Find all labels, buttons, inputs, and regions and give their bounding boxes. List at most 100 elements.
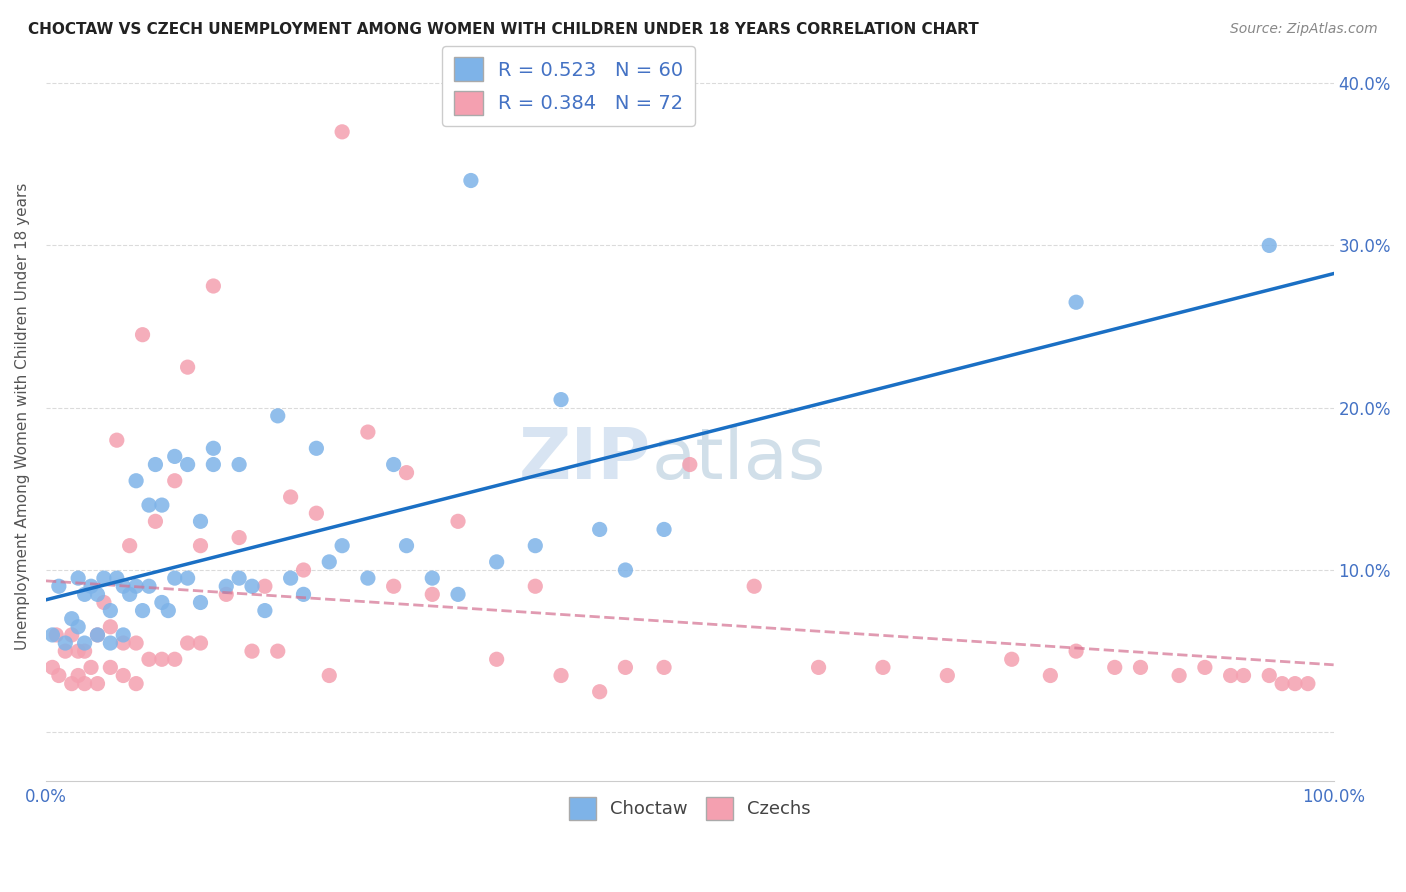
Point xyxy=(742,579,765,593)
Point xyxy=(330,125,353,139)
Point xyxy=(112,636,135,650)
Point xyxy=(202,458,225,472)
Point xyxy=(60,676,83,690)
Point xyxy=(1232,668,1254,682)
Point xyxy=(420,587,443,601)
Point xyxy=(382,458,405,472)
Point xyxy=(145,458,167,472)
Point xyxy=(48,579,70,593)
Point xyxy=(105,571,128,585)
Point xyxy=(176,458,198,472)
Point xyxy=(447,514,470,528)
Point xyxy=(112,579,135,593)
Point xyxy=(73,636,96,650)
Point xyxy=(357,425,380,439)
Point xyxy=(41,628,63,642)
Point xyxy=(163,474,186,488)
Point xyxy=(228,531,250,545)
Point xyxy=(86,587,108,601)
Point xyxy=(163,571,186,585)
Point xyxy=(125,579,148,593)
Point xyxy=(524,579,547,593)
Point xyxy=(228,571,250,585)
Point xyxy=(86,628,108,642)
Point xyxy=(118,539,141,553)
Legend: Choctaw, Czechs: Choctaw, Czechs xyxy=(561,790,818,827)
Point xyxy=(73,644,96,658)
Point xyxy=(228,458,250,472)
Point xyxy=(73,587,96,601)
Point xyxy=(318,555,340,569)
Point xyxy=(382,579,405,593)
Point xyxy=(872,660,894,674)
Point xyxy=(176,360,198,375)
Point xyxy=(679,458,702,472)
Point xyxy=(395,466,418,480)
Point xyxy=(163,652,186,666)
Point xyxy=(190,514,212,528)
Point xyxy=(202,279,225,293)
Point xyxy=(1064,644,1087,658)
Y-axis label: Unemployment Among Women with Children Under 18 years: Unemployment Among Women with Children U… xyxy=(15,182,30,649)
Point xyxy=(112,628,135,642)
Point xyxy=(150,652,173,666)
Point xyxy=(1284,676,1306,690)
Point xyxy=(253,579,276,593)
Point xyxy=(86,628,108,642)
Point xyxy=(485,555,508,569)
Point xyxy=(190,595,212,609)
Point xyxy=(215,587,238,601)
Point xyxy=(936,668,959,682)
Point xyxy=(138,498,160,512)
Point xyxy=(60,612,83,626)
Point xyxy=(125,636,148,650)
Point xyxy=(138,652,160,666)
Point xyxy=(1258,668,1281,682)
Point xyxy=(163,450,186,464)
Point xyxy=(240,644,263,658)
Point xyxy=(60,628,83,642)
Point xyxy=(98,660,121,674)
Point xyxy=(420,571,443,585)
Point xyxy=(150,595,173,609)
Point xyxy=(118,587,141,601)
Point xyxy=(73,676,96,690)
Point xyxy=(98,636,121,650)
Point xyxy=(1296,676,1319,690)
Point xyxy=(652,523,675,537)
Point xyxy=(131,604,153,618)
Point xyxy=(67,571,90,585)
Point xyxy=(1001,652,1024,666)
Point xyxy=(112,668,135,682)
Point xyxy=(80,660,103,674)
Text: CHOCTAW VS CZECH UNEMPLOYMENT AMONG WOMEN WITH CHILDREN UNDER 18 YEARS CORRELATI: CHOCTAW VS CZECH UNEMPLOYMENT AMONG WOME… xyxy=(28,22,979,37)
Point xyxy=(125,474,148,488)
Point xyxy=(305,442,328,456)
Point xyxy=(1194,660,1216,674)
Point xyxy=(267,644,290,658)
Point xyxy=(1039,668,1062,682)
Point xyxy=(93,571,115,585)
Point xyxy=(550,392,572,407)
Point xyxy=(240,579,263,593)
Text: ZIP: ZIP xyxy=(519,425,651,494)
Point xyxy=(98,620,121,634)
Point xyxy=(395,539,418,553)
Point xyxy=(53,644,76,658)
Point xyxy=(67,668,90,682)
Point xyxy=(1219,668,1241,682)
Point xyxy=(67,620,90,634)
Point xyxy=(67,644,90,658)
Point xyxy=(93,595,115,609)
Point xyxy=(280,571,302,585)
Point xyxy=(176,636,198,650)
Point xyxy=(447,587,470,601)
Point xyxy=(1104,660,1126,674)
Point xyxy=(131,327,153,342)
Point xyxy=(190,539,212,553)
Text: atlas: atlas xyxy=(651,425,825,494)
Point xyxy=(614,563,637,577)
Point xyxy=(138,579,160,593)
Point xyxy=(53,636,76,650)
Point xyxy=(1258,238,1281,252)
